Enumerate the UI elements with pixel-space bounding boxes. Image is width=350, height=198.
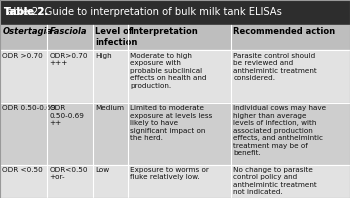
Text: Moderate to high
exposure with
probable subclinical
effects on health and
produc: Moderate to high exposure with probable … [130, 53, 207, 89]
Text: Medium: Medium [95, 106, 124, 111]
Bar [47, 50, 93, 103]
Text: Table 2. Guide to interpretation of bulk milk tank ELISAs: Table 2. Guide to interpretation of bulk… [4, 7, 282, 17]
Bar [128, 25, 231, 50]
Bar [128, 165, 231, 198]
Bar [231, 165, 350, 198]
Bar [93, 25, 128, 50]
Bar [231, 50, 350, 103]
Bar [47, 165, 93, 198]
Text: No change to parasite
control policy and
anthelmintic treatment
not indicated.: No change to parasite control policy and… [233, 167, 317, 195]
Text: Individual cows may have
higher than average
levels of infection, with
associate: Individual cows may have higher than ave… [233, 106, 327, 156]
Text: Table 2. Guide to interpretation of bulk milk tank ELISAs: Table 2. Guide to interpretation of bulk… [4, 7, 282, 17]
Text: ODR 0.50-0.69: ODR 0.50-0.69 [2, 106, 56, 111]
Text: Level of
infection: Level of infection [95, 27, 138, 47]
Bar [231, 103, 350, 165]
Bar [0, 25, 47, 50]
Text: ODR <0.50: ODR <0.50 [2, 167, 43, 173]
Text: Ostertagia: Ostertagia [2, 27, 52, 36]
Text: Limited to moderate
exposure at levels less
likely to have
significant impact on: Limited to moderate exposure at levels l… [130, 106, 212, 142]
Text: Table 2.: Table 2. [4, 7, 48, 17]
Bar [0, 165, 47, 198]
Text: Parasite control should
be reviewed and
anthelmintic treatment
considered.: Parasite control should be reviewed and … [233, 53, 317, 81]
Text: Table 2.: Table 2. [4, 7, 48, 17]
Text: Fasciola: Fasciola [50, 27, 87, 36]
Bar [0, 0, 350, 25]
Text: Recommended action: Recommended action [233, 27, 336, 36]
Bar [93, 50, 128, 103]
Bar [93, 103, 128, 165]
Bar [47, 25, 93, 50]
Bar [93, 165, 128, 198]
Text: High: High [95, 53, 112, 59]
Bar [231, 25, 350, 50]
Text: Exposure to worms or
fluke relatively low.: Exposure to worms or fluke relatively lo… [130, 167, 209, 180]
Bar [128, 50, 231, 103]
Text: ODR >0.70: ODR >0.70 [2, 53, 43, 59]
Bar [47, 103, 93, 165]
Text: Interpretation: Interpretation [130, 27, 198, 36]
Text: ODR<0.50
+or-: ODR<0.50 +or- [50, 167, 88, 180]
Bar [0, 103, 47, 165]
Bar [0, 50, 47, 103]
Bar [128, 103, 231, 165]
Text: Low: Low [95, 167, 109, 173]
Text: ODR
0.50-0.69
++: ODR 0.50-0.69 ++ [50, 106, 85, 127]
Text: ODR>0.70
+++: ODR>0.70 +++ [50, 53, 88, 66]
